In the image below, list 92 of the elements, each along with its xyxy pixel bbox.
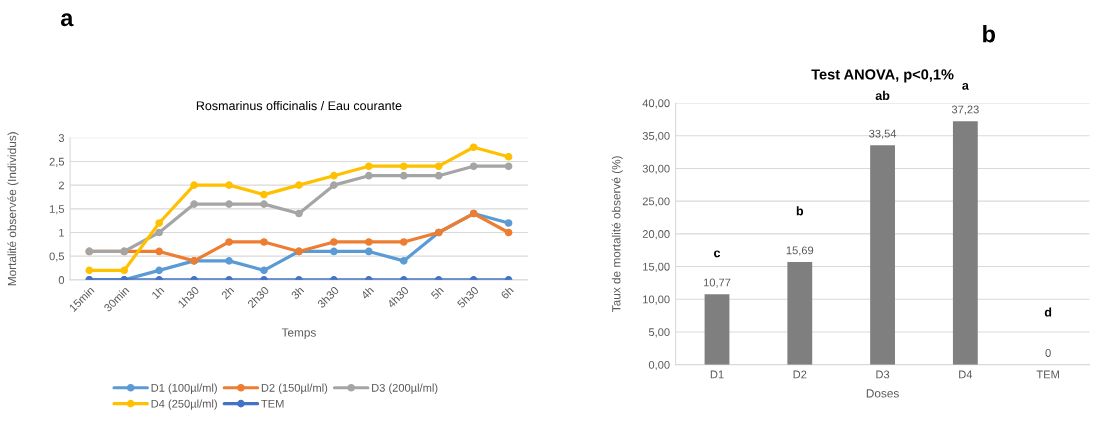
point	[295, 181, 303, 189]
point	[434, 162, 443, 171]
y-tick-label: 1	[59, 228, 64, 237]
point	[469, 162, 478, 171]
text: a	[60, 13, 74, 27]
legend-label: D4 (250µl/ml)	[151, 399, 217, 410]
y-tick-label: 20,00	[642, 230, 670, 240]
y-tick-label: 15,00	[643, 262, 670, 272]
bar	[870, 145, 895, 365]
point	[190, 200, 198, 208]
point	[155, 228, 163, 237]
point	[260, 266, 268, 275]
annotation: d	[1044, 307, 1052, 317]
x-tick-label: 4h	[360, 285, 374, 300]
x-tick-label: 5h	[430, 285, 444, 300]
point	[260, 238, 268, 246]
point	[260, 200, 268, 208]
chart-title: Test ANOVA, p<0,1%	[811, 69, 954, 83]
point	[399, 162, 408, 171]
point	[469, 143, 478, 152]
point	[155, 219, 163, 227]
text: b	[983, 25, 996, 43]
point	[330, 171, 338, 180]
y-tick-label: 30,00	[642, 164, 670, 174]
point	[504, 162, 513, 171]
point	[225, 257, 233, 265]
y-axis-title: Mortalité observée (Individus)	[7, 132, 19, 286]
point	[364, 238, 373, 246]
text: a	[962, 82, 969, 90]
point	[330, 238, 338, 246]
text: ab	[875, 90, 890, 101]
y-tick-label: 40,00	[642, 99, 670, 109]
x-tick-label: D2	[793, 370, 807, 379]
point	[364, 162, 373, 171]
x-tick-label: D4	[959, 370, 973, 379]
annotation: c	[714, 250, 721, 258]
bar	[704, 294, 730, 365]
x-tick-label: TEM	[1036, 370, 1059, 379]
y-tick-label: 3	[58, 134, 65, 142]
x-axis-title: Temps	[281, 328, 316, 340]
point	[225, 181, 233, 189]
data-label: 33,54	[869, 129, 897, 139]
data-label: 15,69	[786, 246, 814, 256]
point	[504, 152, 513, 161]
point	[225, 238, 233, 246]
point	[364, 247, 373, 256]
point	[434, 171, 443, 180]
legend-label: D2 (150µl/ml)	[261, 383, 328, 394]
point	[155, 266, 163, 275]
point	[330, 247, 338, 256]
y-tick-label: 1,5	[49, 205, 65, 215]
point	[85, 266, 94, 275]
y-axis-title: Taux de mortalité observé (%)	[611, 156, 623, 312]
x-tick-label: D3	[876, 370, 890, 379]
bar	[952, 121, 978, 365]
point	[190, 181, 198, 189]
point	[399, 257, 408, 265]
y-tick-label: 0,00	[648, 360, 670, 371]
chart-title: Rosmarinus officinalis / Eau courante	[196, 100, 402, 111]
y-tick-label: 5,00	[648, 328, 670, 338]
y-tick-label: 25,00	[642, 197, 670, 207]
point	[295, 209, 303, 218]
data-label: 37,23	[951, 105, 979, 115]
point	[155, 247, 163, 256]
point	[120, 266, 129, 275]
annotation: b	[796, 206, 804, 216]
point	[364, 171, 373, 180]
y-tick-label: 2,5	[49, 157, 65, 167]
y-tick-label: 10,00	[643, 295, 670, 305]
data-label: 10,77	[703, 278, 731, 288]
point	[399, 171, 408, 180]
point	[260, 190, 268, 199]
y-tick-label: 35,00	[642, 132, 670, 142]
legend-label: TEM	[261, 399, 284, 408]
point	[399, 238, 408, 246]
x-axis-title: Doses	[866, 389, 899, 398]
legend-label: D3 (200µl/ml)	[372, 383, 438, 394]
bar	[787, 262, 813, 365]
point	[504, 228, 513, 237]
x-tick-label: 3h	[290, 285, 305, 300]
point	[330, 181, 338, 189]
x-tick-label: 1h	[151, 285, 165, 300]
y-tick-label: 0	[58, 276, 65, 284]
x-tick-label: 6h	[500, 285, 514, 300]
x-tick-label: 2h	[220, 285, 235, 300]
y-tick-label: 0,5	[49, 252, 65, 262]
y-tick-label: 2	[58, 181, 64, 190]
x-tick-label: D1	[710, 370, 724, 379]
point	[504, 219, 513, 227]
data-label: 0	[1045, 349, 1051, 357]
legend-label: D1 (100µl/ml)	[151, 383, 217, 394]
point	[225, 200, 233, 208]
